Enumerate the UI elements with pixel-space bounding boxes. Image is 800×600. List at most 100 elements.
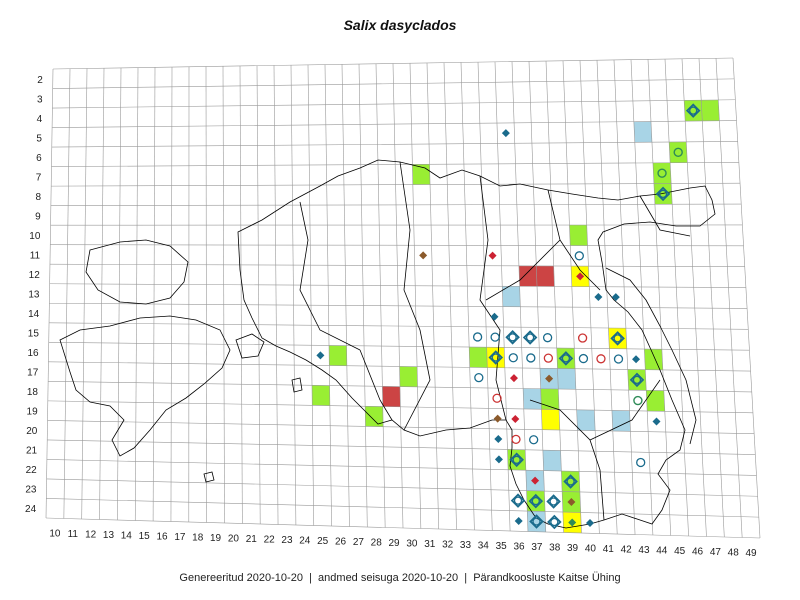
row-label: 9 [35,211,41,222]
diamond-circle-marker [550,517,559,527]
circle-marker [508,353,518,363]
circle-marker [577,333,588,343]
footer-data-state: andmed seisuga 2020-10-20 [318,572,459,584]
grid-line-vertical [596,60,618,535]
column-label: 15 [139,531,151,542]
row-label: 6 [36,153,42,164]
row-label: 14 [28,309,40,320]
grid-line-horizontal [50,203,742,206]
row-label: 5 [36,133,42,144]
footer-separator-1: | [309,572,312,584]
grid-line-vertical [494,61,511,532]
diamond-marker [586,518,595,527]
diamond-circle-marker [546,494,561,509]
grid-line-horizontal [45,517,761,539]
grid-line-vertical [81,68,88,520]
diamond-circle-marker [528,493,544,509]
diamond-marker [501,129,510,138]
circle-marker [657,168,667,178]
column-label: 32 [442,539,454,550]
grid-line-vertical [681,58,707,537]
diamond-circle-marker [522,330,538,345]
grid-line-vertical [324,64,332,527]
cell-green [329,345,347,366]
column-label: 13 [103,530,115,541]
cell-blue [576,409,596,431]
column-label: 39 [567,543,579,554]
column-label: 44 [656,545,668,556]
diamond-circle-marker [561,354,571,363]
column-label: 25 [317,536,329,547]
grid-line-vertical [290,65,297,526]
diamond-circle-marker [508,333,517,342]
circle-marker [511,434,521,445]
diamond-marker [493,414,502,423]
grid-line-horizontal [52,99,736,109]
grid-line-horizontal [48,342,750,351]
grid-line-vertical [375,63,386,528]
diamond-marker [419,251,428,260]
diamond-circle-marker [566,477,575,486]
cell-green [652,162,672,184]
cell-green [569,225,588,246]
cell-blue [611,410,631,432]
cell-green [540,388,560,410]
diamond-marker [494,455,503,464]
cell-red [518,265,538,287]
grid-line-vertical [579,60,600,534]
column-label: 27 [353,537,365,548]
ruhnu-outline [203,471,215,483]
grid-line-vertical [443,62,457,530]
row-label: 24 [25,504,37,515]
grid-line-vertical [528,61,547,533]
diamond-marker [652,417,661,426]
diamond-marker [494,435,503,444]
cell-blue [557,368,576,390]
column-label: 47 [710,547,722,558]
row-label: 11 [30,250,41,261]
column-label: 43 [638,545,650,556]
column-label: 18 [192,532,204,543]
grid-line-horizontal [49,322,749,330]
diamond-circle-marker [529,514,544,529]
cell-green [644,348,663,370]
diamond-marker [490,312,499,321]
diamond-circle-marker [532,517,541,526]
grid-line-vertical [477,62,493,531]
cell-blue [633,121,652,143]
row-label: 19 [27,407,39,418]
column-label: 40 [585,543,597,554]
markers-layer [316,103,701,530]
diamond-circle-marker [512,455,521,464]
map-title: Salix dasyclados [343,17,457,33]
cell-yellow [608,328,627,349]
diamond-circle-marker [505,330,520,345]
grid-line-horizontal [49,302,748,309]
row-label: 7 [36,172,42,183]
diamond-circle-marker [610,331,625,346]
cells-layer [312,99,720,533]
grid-line-vertical [222,66,225,524]
diamond-marker [568,518,577,527]
grid-line-horizontal [48,381,752,393]
footer-separator-2: | [464,572,468,584]
grid-line-horizontal [46,498,759,518]
row-label: 17 [27,368,39,379]
peipus-shore [605,267,697,445]
row-label: 3 [37,94,43,105]
row-label: 18 [27,387,39,398]
cell-green [627,369,647,391]
grid-line-vertical [63,68,71,519]
grid-line-vertical [613,59,636,535]
cell-green [526,490,546,512]
grid-line-vertical [273,65,279,525]
grid-line-horizontal [49,263,745,267]
county-borders [299,161,691,521]
column-label: 22 [264,534,276,545]
row-label: 2 [37,75,43,86]
grid-line-vertical [647,59,672,536]
grid-line-vertical [545,61,564,533]
circle-marker [472,332,483,342]
column-label: 49 [746,548,758,559]
